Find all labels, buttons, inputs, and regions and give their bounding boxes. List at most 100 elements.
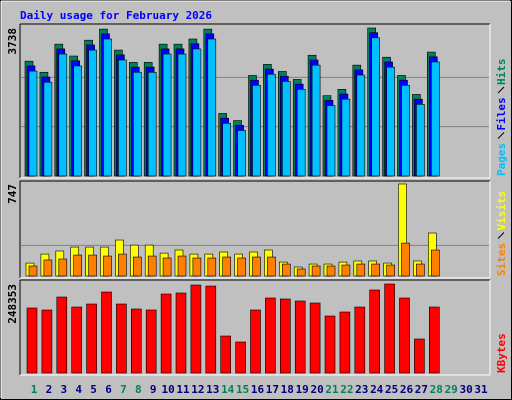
bar: [356, 263, 366, 277]
bar: [205, 285, 217, 374]
bar: [28, 70, 38, 177]
bar: [326, 105, 336, 177]
bar: [118, 59, 127, 177]
bar: [116, 303, 127, 374]
bar: [428, 306, 440, 374]
x-tick-label: 6: [105, 383, 112, 396]
bar: [279, 298, 291, 374]
legend-label: Sites: [495, 243, 508, 276]
x-tick-label: 31: [474, 383, 488, 396]
bar: [281, 263, 291, 277]
bar: [192, 257, 202, 277]
x-tick-label: 2: [46, 383, 53, 396]
legend-label: Pages: [495, 143, 508, 176]
bar: [252, 85, 261, 177]
bar: [296, 88, 306, 177]
bar: [131, 308, 142, 374]
bar: [309, 302, 321, 374]
legend-separator: [497, 232, 505, 239]
bar: [147, 71, 157, 177]
x-tick-label: 18: [281, 383, 294, 396]
bar: [341, 264, 351, 277]
x-tick-label: 15: [236, 383, 249, 396]
bar: [326, 265, 336, 277]
legend-label: Hits: [495, 59, 508, 86]
bar: [71, 306, 82, 374]
bar: [175, 292, 187, 374]
bar: [371, 263, 381, 277]
bar: [265, 297, 276, 374]
legend-label: Visits: [495, 191, 508, 231]
legend-separator: [497, 132, 505, 139]
bar: [267, 73, 276, 177]
bar: [207, 38, 217, 177]
bar: [311, 265, 321, 277]
y-tick-label: 3738: [6, 28, 19, 55]
bar: [56, 296, 68, 374]
x-tick-label: 17: [266, 383, 279, 396]
bar: [401, 242, 410, 277]
bar: [86, 303, 97, 374]
x-tick-label: 16: [251, 383, 265, 396]
bar: [43, 81, 53, 177]
bar: [41, 309, 53, 374]
x-tick-label: 25: [385, 383, 398, 396]
x-tick-label: 9: [150, 383, 157, 396]
x-tick-label: 29: [445, 383, 458, 396]
x-tick-label: 7: [120, 383, 127, 396]
x-tick-label: 20: [310, 383, 323, 396]
bar: [384, 283, 395, 374]
bar: [101, 291, 112, 374]
bar: [103, 38, 112, 177]
x-tick-label: 22: [340, 383, 353, 396]
x-tick-label: 26: [400, 383, 414, 396]
x-tick-label: 23: [355, 383, 368, 396]
bar: [162, 53, 172, 177]
bar: [88, 254, 97, 277]
x-tick-label: 4: [75, 383, 82, 396]
bar: [207, 257, 217, 277]
bar: [235, 341, 246, 374]
chart-title: Daily usage for February 2026: [20, 9, 212, 22]
x-tick-label: 14: [221, 383, 235, 396]
bar: [281, 81, 291, 177]
y-tick-label: 747: [6, 184, 19, 204]
bar: [386, 66, 395, 177]
y-tick-label: 248353: [6, 284, 19, 324]
bar: [237, 257, 246, 277]
bar: [160, 293, 172, 374]
x-tick-label: 11: [176, 383, 190, 396]
bar: [356, 74, 366, 177]
legend-label: Files: [495, 97, 508, 130]
bar: [222, 256, 231, 277]
bar: [324, 315, 336, 374]
bar: [416, 263, 425, 277]
bar: [118, 253, 127, 277]
bar: [26, 307, 38, 374]
bar: [177, 53, 187, 177]
x-tick-label: 3: [60, 383, 67, 396]
bar: [133, 71, 142, 177]
x-tick-label: 13: [206, 383, 219, 396]
legend-label: KBytes: [495, 333, 508, 373]
x-tick-label: 28: [430, 383, 443, 396]
bar: [296, 268, 306, 277]
bar: [177, 255, 187, 277]
bar: [73, 254, 82, 277]
x-tick-label: 5: [90, 383, 97, 396]
bar: [399, 297, 410, 374]
bar: [401, 85, 410, 177]
bar: [252, 256, 261, 277]
bar: [162, 257, 172, 277]
bar: [250, 309, 261, 374]
bar: [339, 311, 351, 374]
bar: [145, 309, 157, 374]
bar: [311, 64, 321, 177]
bar: [354, 306, 366, 374]
bar: [222, 123, 231, 177]
x-tick-label: 10: [161, 383, 174, 396]
x-tick-label: 21: [325, 383, 339, 396]
x-tick-label: 30: [459, 383, 472, 396]
bar: [341, 98, 351, 177]
